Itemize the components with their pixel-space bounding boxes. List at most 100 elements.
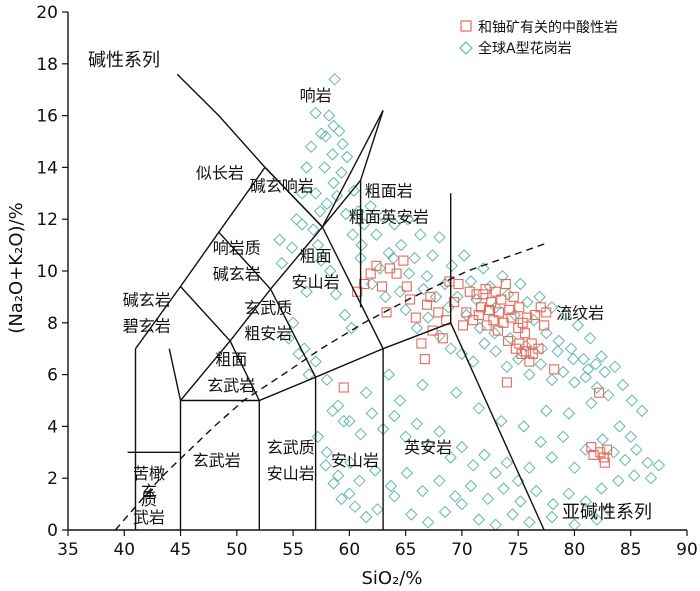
data-point-diamond (496, 269, 509, 283)
data-point-diamond (332, 124, 346, 138)
data-point-square (492, 325, 503, 336)
data-point-diamond (364, 200, 377, 213)
data-point-square (498, 317, 509, 328)
data-point-square (437, 333, 448, 344)
data-point-square (519, 328, 530, 339)
data-point-diamond (595, 482, 608, 495)
data-point-square (599, 457, 610, 468)
data-point-diamond (438, 505, 452, 519)
data-point-square (473, 309, 484, 321)
y-tick-label: 10 (36, 262, 58, 282)
data-points-layer (273, 73, 666, 532)
data-point-square (514, 338, 525, 349)
data-point-diamond (352, 205, 365, 218)
y-tick-label: 8 (47, 314, 58, 334)
data-point-diamond (464, 275, 478, 288)
field-label: 粗面英安岩 (349, 208, 429, 227)
data-point-diamond (579, 370, 592, 384)
data-point-diamond (501, 288, 515, 301)
data-point-diamond (410, 417, 424, 431)
field-boundary-line (176, 73, 384, 350)
data-point-diamond (556, 430, 570, 444)
x-tick-label: 35 (57, 540, 79, 560)
data-point-diamond (355, 238, 368, 252)
data-point-diamond (323, 264, 337, 278)
data-point-diamond (282, 332, 295, 345)
data-point-diamond (433, 329, 446, 343)
data-point-square (480, 284, 491, 295)
field-label: 玄武质 (244, 298, 292, 317)
data-point-diamond (326, 148, 339, 161)
field-label: 安山岩 (292, 272, 340, 291)
axes-layer: 35 40 45 50 55 60 65 70 75 80 85 90 0 2 4 6 8 10 12 14 16 18 2… (36, 3, 697, 560)
data-point-diamond (583, 332, 597, 345)
field-label: 响岩质 (213, 239, 261, 258)
data-point-diamond (568, 461, 581, 475)
data-point-square (358, 278, 370, 290)
data-point-square (501, 377, 512, 388)
data-point-square (530, 309, 541, 321)
data-point-diamond (399, 430, 412, 444)
data-point-diamond (545, 301, 559, 314)
data-point-square (508, 291, 519, 302)
data-point-diamond (590, 513, 604, 526)
data-point-diamond (489, 518, 502, 532)
data-point-diamond (595, 350, 608, 363)
data-point-diamond (429, 290, 443, 304)
data-point-diamond (329, 288, 343, 301)
field-label: 质 (141, 490, 157, 509)
data-point-square (371, 260, 382, 271)
field-boundary-line (179, 286, 260, 401)
data-point-square (602, 444, 613, 455)
data-point-diamond (535, 342, 549, 355)
data-point-diamond (460, 308, 473, 322)
data-point-diamond (464, 479, 478, 493)
data-point-diamond (545, 510, 559, 524)
data-point-diamond (455, 440, 469, 454)
data-point-diamond (346, 228, 359, 241)
field-label: 碱玄岩 (213, 265, 261, 284)
y-tick-label: 20 (36, 3, 58, 23)
data-point-diamond (402, 267, 416, 280)
x-tick-label: 40 (113, 540, 135, 560)
data-point-diamond (371, 503, 384, 516)
data-point-diamond (421, 311, 435, 324)
data-point-diamond (368, 464, 382, 477)
data-point-square (541, 307, 552, 318)
data-point-diamond (529, 484, 543, 498)
data-point-diamond (495, 414, 508, 428)
data-point-diamond (556, 365, 570, 379)
data-point-diamond (328, 73, 341, 86)
data-point-diamond (448, 490, 462, 503)
data-point-square (524, 356, 535, 367)
data-point-diamond (596, 433, 609, 446)
data-point-square (483, 304, 494, 315)
data-point-square (461, 307, 472, 318)
data-point-diamond (562, 407, 576, 420)
data-point-diamond (581, 363, 595, 376)
data-point-square (475, 302, 487, 313)
data-point-diamond (624, 430, 637, 444)
data-point-diamond (393, 285, 407, 298)
data-point-square (522, 312, 533, 323)
data-point-diamond (504, 332, 517, 345)
data-point-diamond (285, 241, 299, 254)
data-point-diamond (466, 355, 480, 368)
alkaline-series-label: 碱性系列 (88, 50, 160, 71)
data-point-square (481, 320, 492, 331)
data-point-square (391, 268, 402, 279)
data-point-diamond (416, 378, 429, 392)
data-point-diamond (552, 334, 565, 348)
data-point-diamond (500, 360, 514, 374)
data-point-square (448, 297, 460, 308)
data-point-diamond (343, 487, 356, 500)
data-point-square (464, 286, 475, 297)
data-point-diamond (625, 394, 639, 407)
field-label: 安山岩 (331, 451, 379, 470)
data-point-square (410, 312, 421, 323)
data-point-diamond (309, 355, 322, 368)
data-point-diamond (520, 295, 534, 309)
data-point-diamond (376, 210, 390, 223)
y-tick-label: 12 (36, 210, 58, 230)
